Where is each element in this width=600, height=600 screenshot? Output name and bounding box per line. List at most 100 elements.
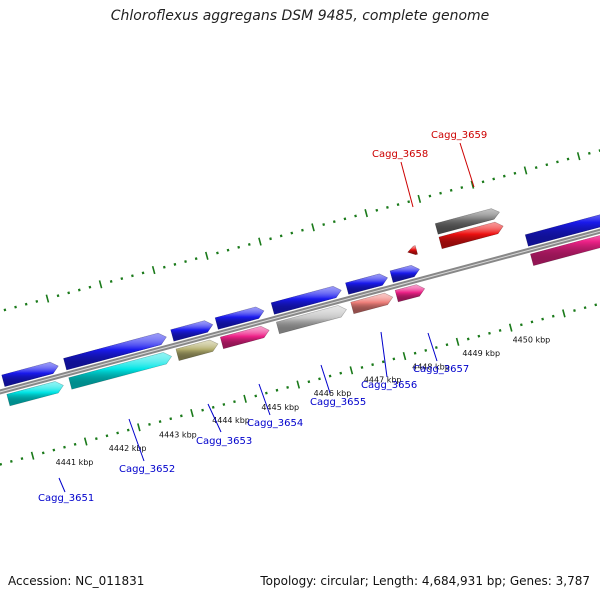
upper-ruler-major-tick <box>98 280 103 289</box>
cds-feature-3-shading <box>170 320 214 342</box>
genome-title: Chloroflexus aggregans DSM 9485, complet… <box>110 8 490 24</box>
upper-ruler-minor-tick <box>396 203 400 207</box>
gene-feature-7-shading <box>394 284 426 303</box>
kbp-label: 4443 kbp <box>159 430 197 439</box>
lower-ruler-minor-tick <box>541 317 544 321</box>
lower-ruler-minor-tick <box>286 385 289 389</box>
gene-label-cagg-3659[interactable]: Cagg_3659 <box>431 130 487 141</box>
lower-ruler-minor-tick <box>466 337 470 341</box>
upper-ruler-major-tick <box>470 180 475 189</box>
lower-ruler-minor-tick <box>73 442 77 446</box>
upper-ruler-minor-tick <box>556 160 559 164</box>
lower-ruler-minor-tick <box>105 434 109 438</box>
cds-feature-4-shading <box>214 306 265 330</box>
lower-ruler-minor-tick <box>307 380 311 384</box>
lower-ruler-minor-tick <box>530 320 534 324</box>
upper-ruler-major-tick <box>311 223 315 232</box>
gene-label-cagg-3658[interactable]: Cagg_3658 <box>372 149 428 160</box>
gene-label-leader <box>128 418 145 462</box>
lower-ruler-minor-tick <box>371 363 374 367</box>
lower-ruler-major-tick <box>562 309 566 318</box>
kbp-label: 4441 kbp <box>56 458 94 467</box>
upper-ruler-minor-tick <box>439 191 442 195</box>
cds-feature-right-shading <box>524 214 600 247</box>
upper-ruler-major-tick <box>576 152 581 161</box>
upper-ruler-minor-tick <box>449 188 453 192</box>
upper-ruler-minor-tick <box>109 280 113 283</box>
lower-ruler-minor-tick <box>360 366 364 369</box>
upper-ruler-minor-tick <box>24 302 28 306</box>
cds-feature-cagg-3659-shading <box>434 208 500 235</box>
gene-label-cagg-3657[interactable]: Cagg_3657 <box>413 364 469 375</box>
gene-label-cagg-3651[interactable]: Cagg_3651 <box>38 493 94 504</box>
lower-ruler-minor-tick <box>222 403 226 406</box>
upper-ruler-minor-tick <box>35 299 39 303</box>
upper-ruler-minor-tick <box>587 151 591 155</box>
lower-ruler-minor-tick <box>551 314 555 318</box>
upper-ruler-minor-tick <box>354 214 357 218</box>
upper-ruler-minor-tick <box>162 265 166 269</box>
lower-ruler-minor-tick <box>318 377 321 381</box>
upper-ruler-minor-tick <box>407 200 411 204</box>
kbp-label: 4445 kbp <box>261 403 299 412</box>
lower-ruler-minor-tick <box>126 428 130 432</box>
upper-ruler-minor-tick <box>120 277 124 281</box>
upper-ruler-minor-tick <box>88 285 92 289</box>
kbp-label: 4449 kbp <box>462 349 500 358</box>
upper-ruler-minor-tick <box>290 231 294 235</box>
lower-ruler-major-tick <box>296 380 301 389</box>
upper-ruler-minor-tick <box>545 163 549 167</box>
upper-ruler-major-tick <box>417 194 422 203</box>
lower-ruler-minor-tick <box>20 457 24 461</box>
upper-ruler-minor-tick <box>269 237 272 241</box>
upper-ruler-major-tick <box>258 237 262 246</box>
gene-label-cagg-3654[interactable]: Cagg_3654 <box>247 418 303 429</box>
gene-feature-1-shading <box>6 381 64 407</box>
kbp-label: 4444 kbp <box>212 416 250 425</box>
gene-feature-5-shading <box>275 305 347 335</box>
upper-ruler-minor-tick <box>194 257 198 261</box>
upper-ruler-minor-tick <box>566 157 570 161</box>
gene-label-leader <box>58 477 66 493</box>
lower-ruler-major-tick <box>83 437 88 446</box>
upper-ruler-minor-tick <box>67 291 71 295</box>
gene-feature-2-shading <box>68 352 173 390</box>
lower-ruler-major-tick <box>402 352 407 361</box>
lower-ruler-minor-tick <box>169 417 173 421</box>
lower-ruler-minor-tick <box>264 391 268 395</box>
upper-ruler-minor-tick <box>3 308 7 312</box>
upper-ruler-major-tick <box>523 166 528 175</box>
upper-ruler-minor-tick <box>322 223 326 226</box>
gene-label-cagg-3652[interactable]: Cagg_3652 <box>119 464 175 475</box>
cds-feature-2-shading <box>63 332 167 371</box>
lower-ruler-minor-tick <box>158 420 162 424</box>
gene-label-cagg-3655[interactable]: Cagg_3655 <box>310 397 366 408</box>
gene-label-cagg-3653[interactable]: Cagg_3653 <box>196 436 252 447</box>
upper-ruler-minor-tick <box>481 180 485 184</box>
upper-ruler-minor-tick <box>460 186 464 189</box>
lower-ruler-major-tick <box>455 337 460 346</box>
lower-ruler-minor-tick <box>434 346 438 349</box>
gene-feature-cagg-3659-shading <box>438 221 504 250</box>
upper-ruler-minor-tick <box>386 205 389 209</box>
upper-ruler-minor-tick <box>56 294 60 298</box>
lower-ruler-minor-tick <box>63 445 66 449</box>
upper-ruler-minor-tick <box>173 262 177 266</box>
upper-ruler-minor-tick <box>375 208 379 212</box>
upper-ruler-minor-tick <box>237 245 241 249</box>
upper-ruler-minor-tick <box>343 217 347 221</box>
kbp-label: 4448 kbp <box>412 363 450 372</box>
gene-label-cagg-3656[interactable]: Cagg_3656 <box>361 380 417 391</box>
lower-ruler-major-tick <box>137 423 141 432</box>
lower-ruler-minor-tick <box>41 451 45 455</box>
lower-ruler-minor-tick <box>339 371 343 375</box>
kbp-label: 4442 kbp <box>109 444 147 453</box>
genome-summary-text: Topology: circular; Length: 4,684,931 bp… <box>260 574 590 588</box>
gene-feature-cagg-3658-shading <box>407 245 418 256</box>
lower-ruler-minor-tick <box>445 343 449 347</box>
kbp-label: 4446 kbp <box>314 389 352 398</box>
upper-ruler-minor-tick <box>332 220 336 224</box>
upper-ruler-minor-tick <box>184 260 187 263</box>
gene-label-leader <box>320 364 331 394</box>
lower-ruler-minor-tick <box>594 303 598 307</box>
